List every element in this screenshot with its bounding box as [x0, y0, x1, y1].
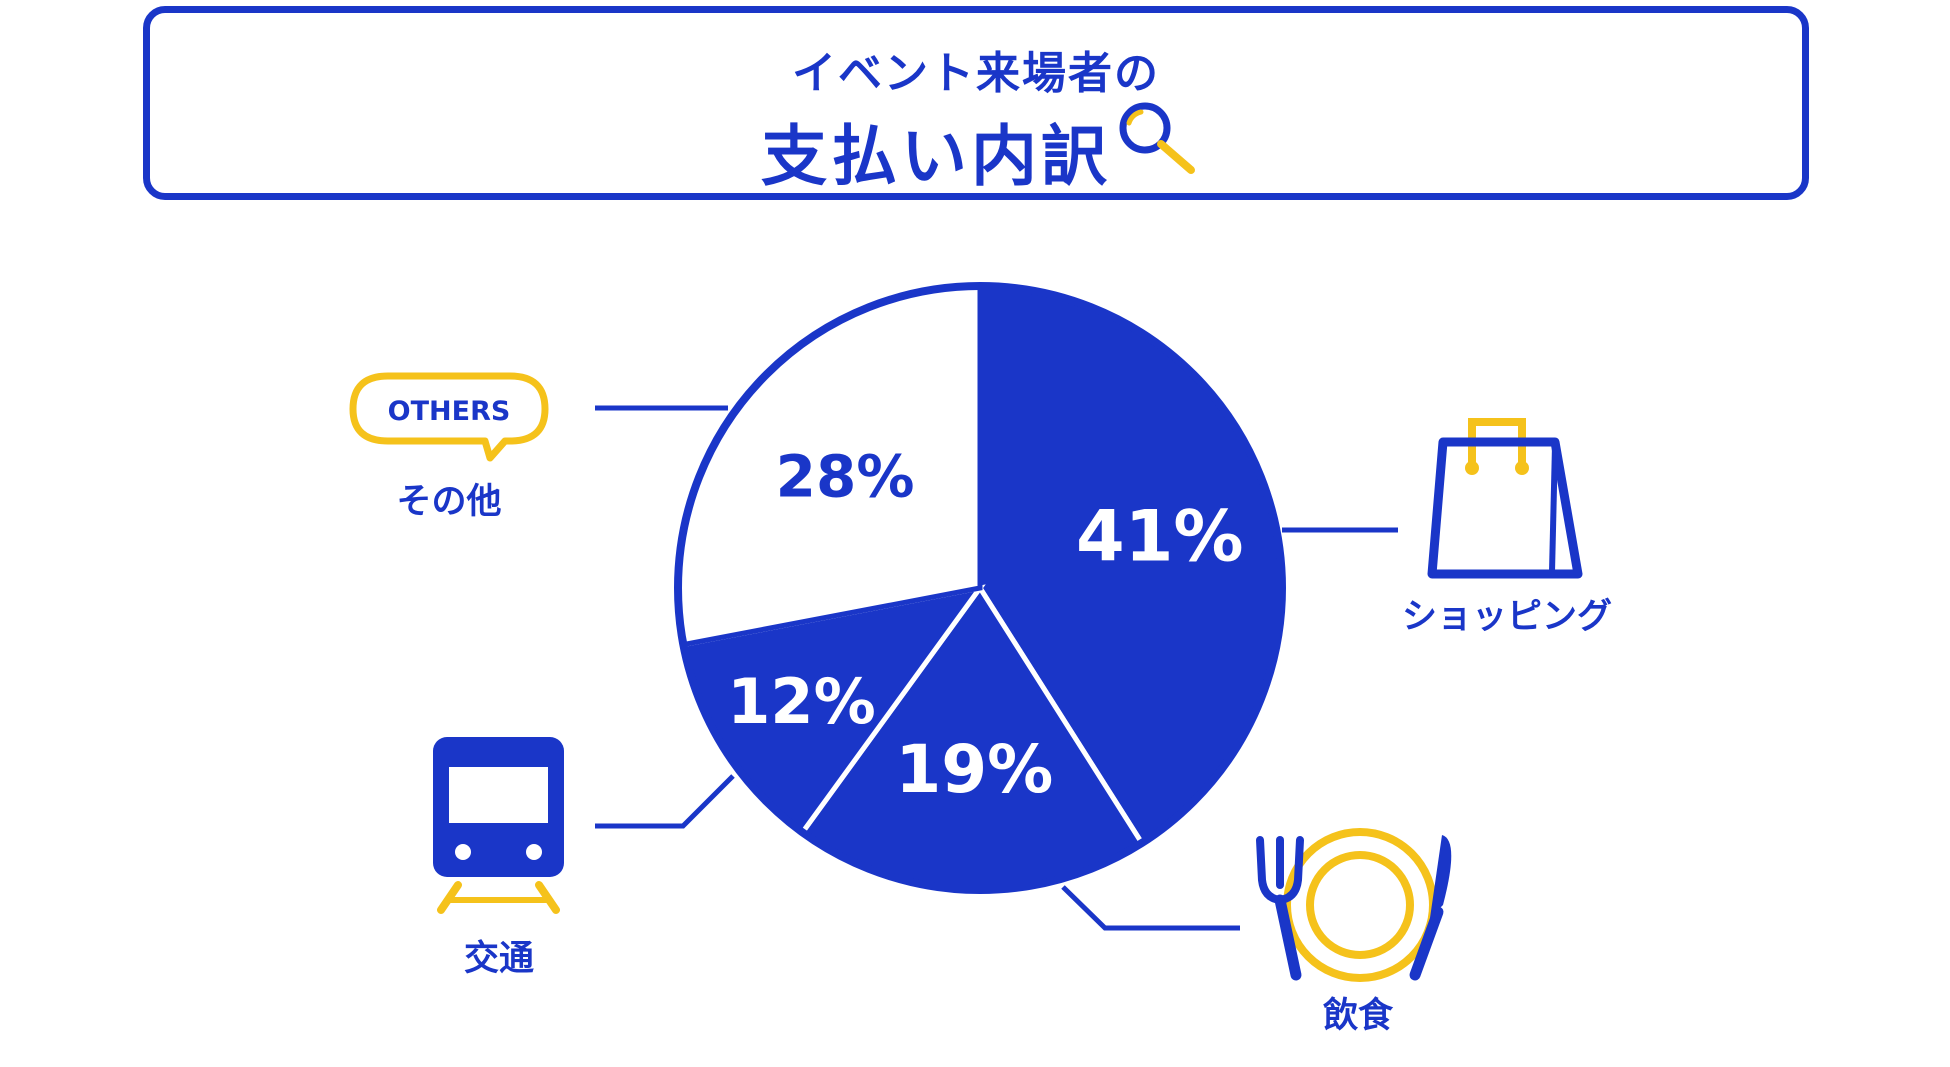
train-icon — [433, 737, 564, 914]
label-shopping: ショッピング — [1402, 597, 1612, 637]
plate-fork-knife-icon — [1256, 828, 1452, 982]
pie-value-label-2: 19% — [895, 731, 1053, 808]
others-speech-bubble-icon: OTHERS — [349, 372, 549, 462]
leader-line-food — [1061, 885, 1240, 931]
label-food: 飲食 — [1323, 995, 1394, 1036]
pie-value-label-3: 12% — [727, 665, 875, 738]
label-transport: 交通 — [464, 938, 534, 979]
leader-line-transport — [595, 774, 735, 829]
pie-value-label-4: 28% — [776, 443, 915, 511]
shopping-bag-icon — [1427, 418, 1583, 579]
pie-outline — [674, 282, 1286, 894]
label-others: その他 — [396, 482, 501, 522]
title-line2: 支払い内訳 — [150, 103, 1802, 199]
title-main: 支払い内訳 — [761, 118, 1111, 195]
pie-value-label-1: 41% — [1076, 495, 1244, 577]
title-box: イベント来場者の 支払い内訳 — [143, 6, 1809, 200]
title-line1: イベント来場者の — [792, 48, 1160, 99]
others-badge-text: OTHERS — [388, 396, 511, 427]
leader-lines — [595, 405, 1398, 931]
pie-value-labels: 41% 19% 12% 28% — [727, 443, 1243, 809]
magnifier-icon — [1119, 102, 1195, 174]
